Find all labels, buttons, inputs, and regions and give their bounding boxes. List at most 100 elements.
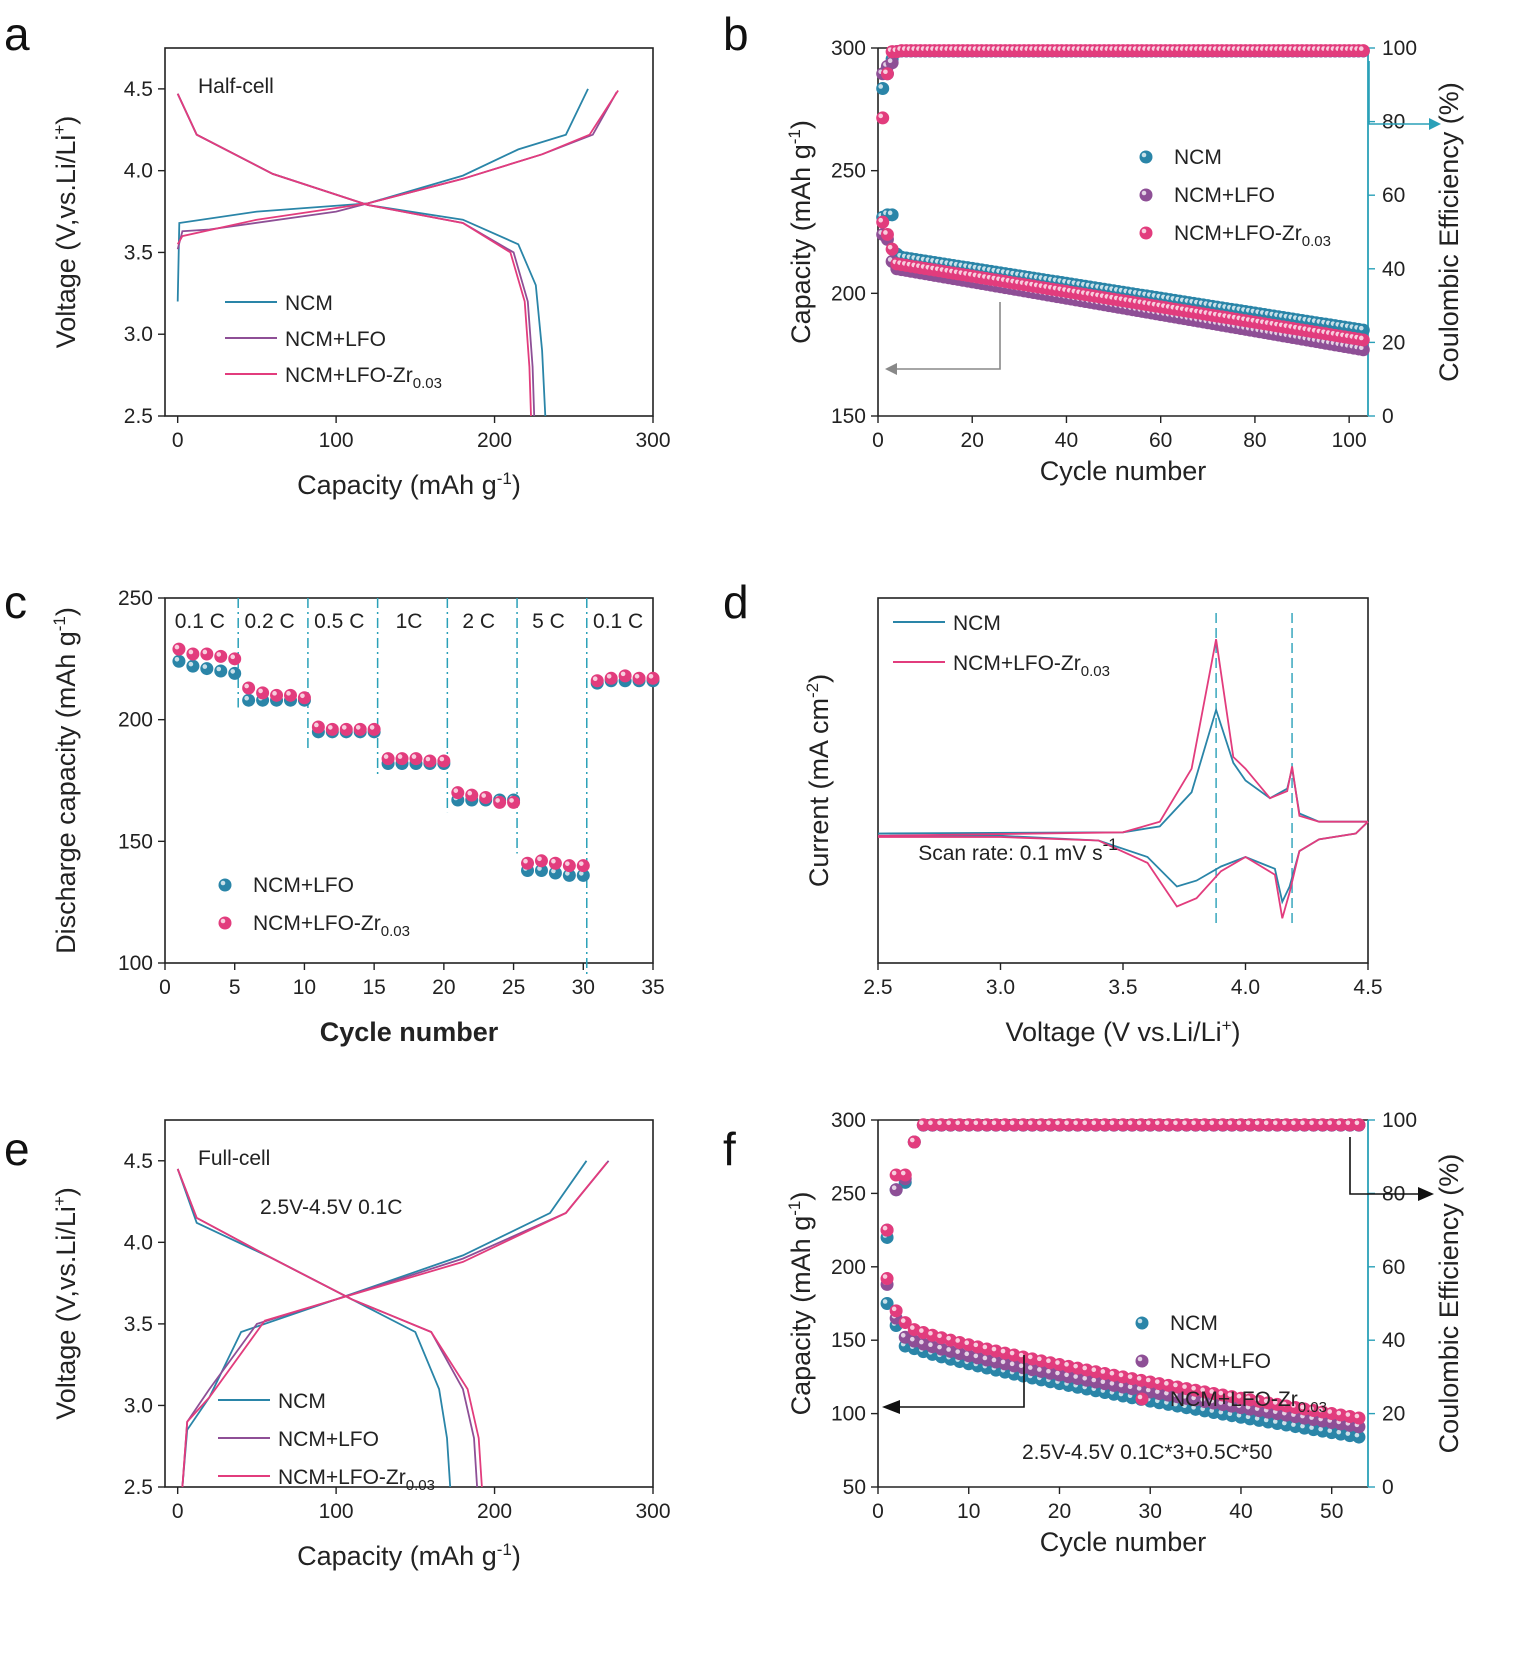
capacity-point bbox=[507, 795, 521, 809]
capacity-point-highlight bbox=[1118, 1372, 1124, 1378]
ce-point bbox=[880, 1223, 894, 1237]
capacity-point-highlight bbox=[887, 210, 893, 216]
ce-point bbox=[907, 1135, 921, 1149]
ce-point-highlight bbox=[882, 1225, 888, 1231]
panel-c: 0 5 10 15 20 25 30 35 100 150 200 250 0.1 C 0.2 C 0.5 … bbox=[50, 587, 665, 1047]
capacity-point-highlight bbox=[964, 1340, 970, 1346]
y2-axis-label: Coulombic Efficiency (%) bbox=[1434, 82, 1464, 382]
x-tick-label: 2.5 bbox=[863, 976, 892, 999]
capacity-point bbox=[256, 686, 270, 700]
capacity-point bbox=[186, 659, 200, 673]
capacity-point-highlight bbox=[1073, 1363, 1078, 1369]
ce-point bbox=[1352, 1118, 1366, 1132]
capacity-point-highlight bbox=[1027, 1354, 1033, 1360]
x-axis-label: Cycle number bbox=[1040, 1527, 1207, 1557]
ce-point-highlight bbox=[1272, 1120, 1278, 1126]
charge-curve bbox=[181, 1161, 608, 1488]
y-tick-label: 150 bbox=[831, 1329, 866, 1352]
annotation: Full-cell bbox=[198, 1147, 270, 1170]
y-tick-label: 50 bbox=[843, 1476, 866, 1499]
legend-label: NCM+LFO bbox=[285, 328, 386, 351]
legend-marker-highlight bbox=[1141, 152, 1147, 158]
ce-point-highlight bbox=[1200, 1120, 1205, 1126]
plot-frame bbox=[164, 47, 654, 417]
legend-marker bbox=[218, 878, 232, 892]
y-tick-label: 250 bbox=[831, 1182, 866, 1205]
x-tick-label: 10 bbox=[293, 976, 316, 999]
capacity-point-highlight bbox=[1354, 1413, 1360, 1419]
capacity-point-highlight bbox=[341, 725, 347, 730]
ce-point-highlight bbox=[1345, 1120, 1351, 1126]
capacity-point-highlight bbox=[1236, 1393, 1242, 1399]
capacity-point bbox=[632, 671, 646, 685]
capacity-point-highlight bbox=[606, 674, 612, 679]
capacity-point bbox=[479, 791, 493, 805]
legend-label: NCM bbox=[278, 1390, 326, 1413]
capacity-point-highlight bbox=[1345, 1431, 1351, 1436]
capacity-point-highlight bbox=[1245, 1395, 1251, 1401]
capacity-point-highlight bbox=[509, 798, 514, 803]
capacity-point-highlight bbox=[1300, 1423, 1305, 1429]
capacity-point bbox=[311, 720, 325, 734]
ce-point-highlight bbox=[1173, 1120, 1178, 1126]
capacity-point-highlight bbox=[1127, 1374, 1133, 1379]
anodic-curve bbox=[877, 639, 1368, 837]
x-tick-label: 5 bbox=[229, 976, 241, 999]
right-arrow-head bbox=[1418, 1187, 1434, 1201]
rate-label: 0.1 C bbox=[175, 610, 225, 633]
capacity-point bbox=[228, 666, 242, 680]
legend-marker-highlight bbox=[1141, 228, 1147, 234]
capacity-point-highlight bbox=[216, 652, 222, 657]
x-tick-label: 40 bbox=[1055, 429, 1078, 452]
capacity-point-highlight bbox=[1227, 1392, 1233, 1397]
capacity-point-highlight bbox=[383, 754, 389, 759]
legend-label: NCM bbox=[953, 612, 1001, 635]
capacity-point bbox=[1352, 1411, 1366, 1425]
ce-point-highlight bbox=[1336, 1120, 1342, 1126]
annotation: Scan rate: 0.1 mV s-1 bbox=[918, 835, 1118, 865]
panel-letter: b bbox=[723, 8, 749, 60]
capacity-point-highlight bbox=[919, 1328, 924, 1333]
ce-point-highlight bbox=[1009, 1120, 1015, 1126]
ce-point-highlight bbox=[1254, 1120, 1260, 1126]
panel-letter: d bbox=[723, 576, 749, 628]
x-axis-label: Cycle number bbox=[320, 1017, 499, 1047]
capacity-point-highlight bbox=[973, 1353, 979, 1359]
left-arrow bbox=[893, 302, 1001, 370]
x-tick-label: 30 bbox=[572, 976, 595, 999]
capacity-point-highlight bbox=[882, 1274, 888, 1279]
capacity-point-highlight bbox=[928, 1330, 933, 1336]
y2-tick-label: 0 bbox=[1382, 405, 1394, 428]
capacity-point bbox=[604, 671, 618, 685]
y-tick-label: 250 bbox=[831, 160, 866, 183]
capacity-point-highlight bbox=[1136, 1376, 1142, 1381]
x-tick-label: 3.0 bbox=[986, 976, 1015, 999]
legend-marker-highlight bbox=[1137, 1356, 1143, 1362]
capacity-point-highlight bbox=[1109, 1370, 1115, 1376]
capacity-point bbox=[590, 674, 604, 688]
capacity-point-highlight bbox=[286, 691, 291, 696]
x-axis-label: Capacity (mAh g-1) bbox=[297, 469, 521, 500]
ce-point-highlight bbox=[887, 58, 893, 64]
capacity-point-highlight bbox=[937, 1333, 942, 1339]
capacity-point bbox=[646, 671, 660, 685]
capacity-point-highlight bbox=[1263, 1398, 1269, 1404]
legend-label: NCM bbox=[1174, 146, 1222, 169]
ce-point-highlight bbox=[991, 1120, 997, 1126]
y-tick-label: 100 bbox=[118, 952, 153, 975]
capacity-point-highlight bbox=[909, 1336, 915, 1342]
annotation: 2.5V-4.5V 0.1C bbox=[260, 1196, 402, 1219]
capacity-point-highlight bbox=[1336, 1410, 1342, 1416]
y-tick-label: 200 bbox=[118, 709, 153, 732]
capacity-point bbox=[548, 856, 562, 870]
rate-label: 5 C bbox=[532, 610, 565, 633]
capacity-point-highlight bbox=[1327, 1409, 1333, 1414]
y2-tick-label: 20 bbox=[1382, 331, 1405, 354]
ce-point-highlight bbox=[878, 84, 884, 89]
panel-d: 2.5 3.0 3.5 4.0 4.5 NCM NCM+LFO-Zr0.03 Scan rat… bbox=[803, 597, 1383, 1047]
y-axis-label: Voltage (V,vs.Li/Li+) bbox=[50, 1187, 81, 1420]
capacity-point-highlight bbox=[1055, 1370, 1060, 1376]
ce-point-highlight bbox=[1291, 1120, 1296, 1126]
x-tick-label: 0 bbox=[172, 1500, 184, 1523]
y2-tick-label: 40 bbox=[1382, 1329, 1405, 1352]
